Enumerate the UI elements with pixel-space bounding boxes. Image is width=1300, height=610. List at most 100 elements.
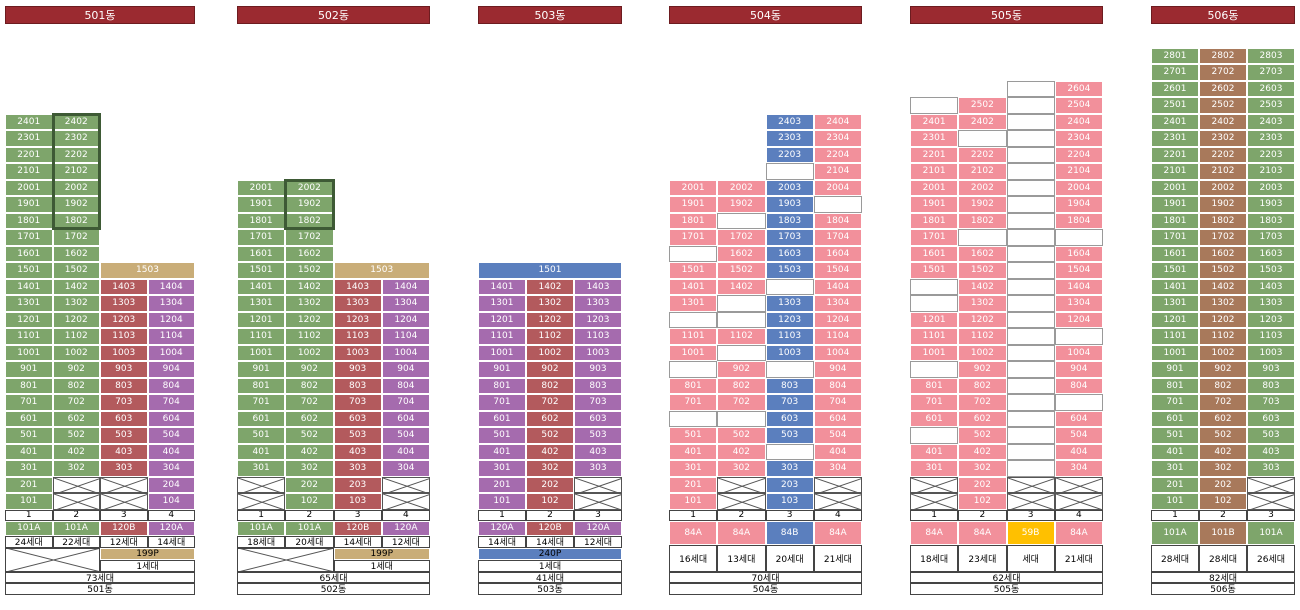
unit-cell[interactable]: 1402 [526,278,574,295]
unit-cell[interactable]: 402 [285,443,334,460]
unit-cell[interactable]: 302 [1199,460,1247,477]
unit-cell[interactable]: 2303 [1247,130,1295,147]
unit-cell[interactable]: 1601 [5,245,53,262]
unit-cell[interactable]: 1903 [765,196,814,213]
unit-cell[interactable]: 1102 [285,328,334,345]
unit-cell[interactable]: 1501 [237,262,286,279]
unit-cell[interactable]: 2602 [1199,80,1247,97]
unit-cell[interactable]: 603 [574,410,622,427]
unit-cell[interactable]: 902 [717,361,766,378]
unit-cell[interactable]: 1702 [717,229,766,246]
unit-cell[interactable]: 904 [147,361,195,378]
unit-cell[interactable]: 202 [958,476,1007,493]
unit-cell[interactable]: 1001 [669,344,718,361]
unit-cell[interactable]: 501 [1151,427,1199,444]
unit-cell[interactable]: 502 [526,427,574,444]
unit-cell[interactable]: 603 [1247,410,1295,427]
unit-cell[interactable]: 804 [1054,377,1103,394]
unit-cell[interactable]: 2504 [1054,97,1103,114]
unit-cell[interactable]: 1101 [910,328,959,345]
unit-cell[interactable]: 1202 [52,311,100,328]
unit-cell[interactable]: 1602 [52,245,100,262]
unit-cell[interactable]: 603 [765,410,814,427]
unit-cell[interactable]: 1203 [100,311,148,328]
unit-cell[interactable]: 304 [147,460,195,477]
unit-cell[interactable]: 102 [526,493,574,510]
unit-cell[interactable]: 802 [958,377,1007,394]
unit-cell[interactable]: 102 [958,493,1007,510]
unit-cell[interactable]: 1702 [285,229,334,246]
unit-cell[interactable]: 602 [52,410,100,427]
unit-cell[interactable]: 1204 [147,311,195,328]
unit-cell[interactable]: 2201 [910,146,959,163]
unit-cell[interactable]: 2302 [52,130,100,147]
unit-cell[interactable]: 2503 [1247,97,1295,114]
unit-cell[interactable]: 1003 [574,344,622,361]
unit-cell[interactable]: 1203 [574,311,622,328]
unit-cell[interactable]: 1402 [717,278,766,295]
unit-cell[interactable]: 301 [910,460,959,477]
unit-cell[interactable]: 801 [910,377,959,394]
unit-cell[interactable]: 1803 [765,212,814,229]
unit-cell[interactable]: 101 [5,493,53,510]
unit-cell[interactable]: 2101 [910,163,959,180]
unit-cell[interactable]: 1002 [1199,344,1247,361]
unit-cell[interactable]: 2001 [1151,179,1199,196]
unit-cell[interactable]: 301 [478,460,526,477]
unit-cell[interactable]: 1404 [147,278,195,295]
unit-cell[interactable]: 1004 [1054,344,1103,361]
unit-cell[interactable]: 1504 [1054,262,1103,279]
unit-cell[interactable]: 2701 [1151,64,1199,81]
unit-cell[interactable]: 1302 [958,295,1007,312]
unit-cell[interactable]: 1801 [237,212,286,229]
unit-cell[interactable]: 503 [574,427,622,444]
unit-cell[interactable]: 101 [478,493,526,510]
unit-cell[interactable]: 202 [1199,476,1247,493]
unit-cell[interactable]: 2401 [5,113,53,130]
unit-cell[interactable]: 1201 [5,311,53,328]
unit-cell[interactable]: 501 [478,427,526,444]
unit-cell[interactable]: 104 [147,493,195,510]
unit-cell[interactable]: 504 [147,427,195,444]
unit-cell[interactable]: 1104 [381,328,430,345]
unit-cell[interactable]: 502 [52,427,100,444]
unit-cell[interactable]: 1104 [147,328,195,345]
unit-cell[interactable]: 2302 [1199,130,1247,147]
unit-cell[interactable]: 904 [813,361,862,378]
unit-cell[interactable]: 2201 [1151,146,1199,163]
unit-cell[interactable]: 801 [237,377,286,394]
unit-cell[interactable]: 1103 [765,328,814,345]
unit-cell[interactable]: 701 [669,394,718,411]
unit-cell[interactable]: 2502 [958,97,1007,114]
unit-cell[interactable]: 2104 [813,163,862,180]
unit-cell[interactable]: 404 [147,443,195,460]
unit-cell[interactable]: 901 [1151,361,1199,378]
unit-cell[interactable]: 2403 [765,113,814,130]
unit-cell[interactable]: 1002 [52,344,100,361]
unit-cell[interactable]: 1301 [669,295,718,312]
unit-cell[interactable]: 2003 [765,179,814,196]
unit-cell[interactable]: 703 [574,394,622,411]
unit-cell[interactable]: 1202 [958,311,1007,328]
unit-cell[interactable]: 1801 [1151,212,1199,229]
unit-cell[interactable]: 803 [574,377,622,394]
unit-cell[interactable]: 403 [100,443,148,460]
unit-cell[interactable]: 1303 [100,295,148,312]
unit-cell[interactable]: 402 [958,443,1007,460]
unit-cell[interactable]: 1502 [1199,262,1247,279]
unit-cell[interactable]: 1002 [285,344,334,361]
unit-cell[interactable]: 1901 [1151,196,1199,213]
unit-cell[interactable]: 1901 [5,196,53,213]
unit-cell[interactable]: 1503 [333,262,430,279]
unit-cell[interactable]: 603 [100,410,148,427]
unit-cell[interactable]: 1801 [5,212,53,229]
unit-cell[interactable]: 1602 [717,245,766,262]
unit-cell[interactable]: 1802 [52,212,100,229]
unit-cell[interactable]: 402 [52,443,100,460]
unit-cell[interactable]: 403 [1247,443,1295,460]
unit-cell[interactable]: 1401 [1151,278,1199,295]
unit-cell[interactable]: 501 [237,427,286,444]
unit-cell[interactable]: 602 [958,410,1007,427]
unit-cell[interactable]: 1301 [237,295,286,312]
unit-cell[interactable]: 802 [526,377,574,394]
